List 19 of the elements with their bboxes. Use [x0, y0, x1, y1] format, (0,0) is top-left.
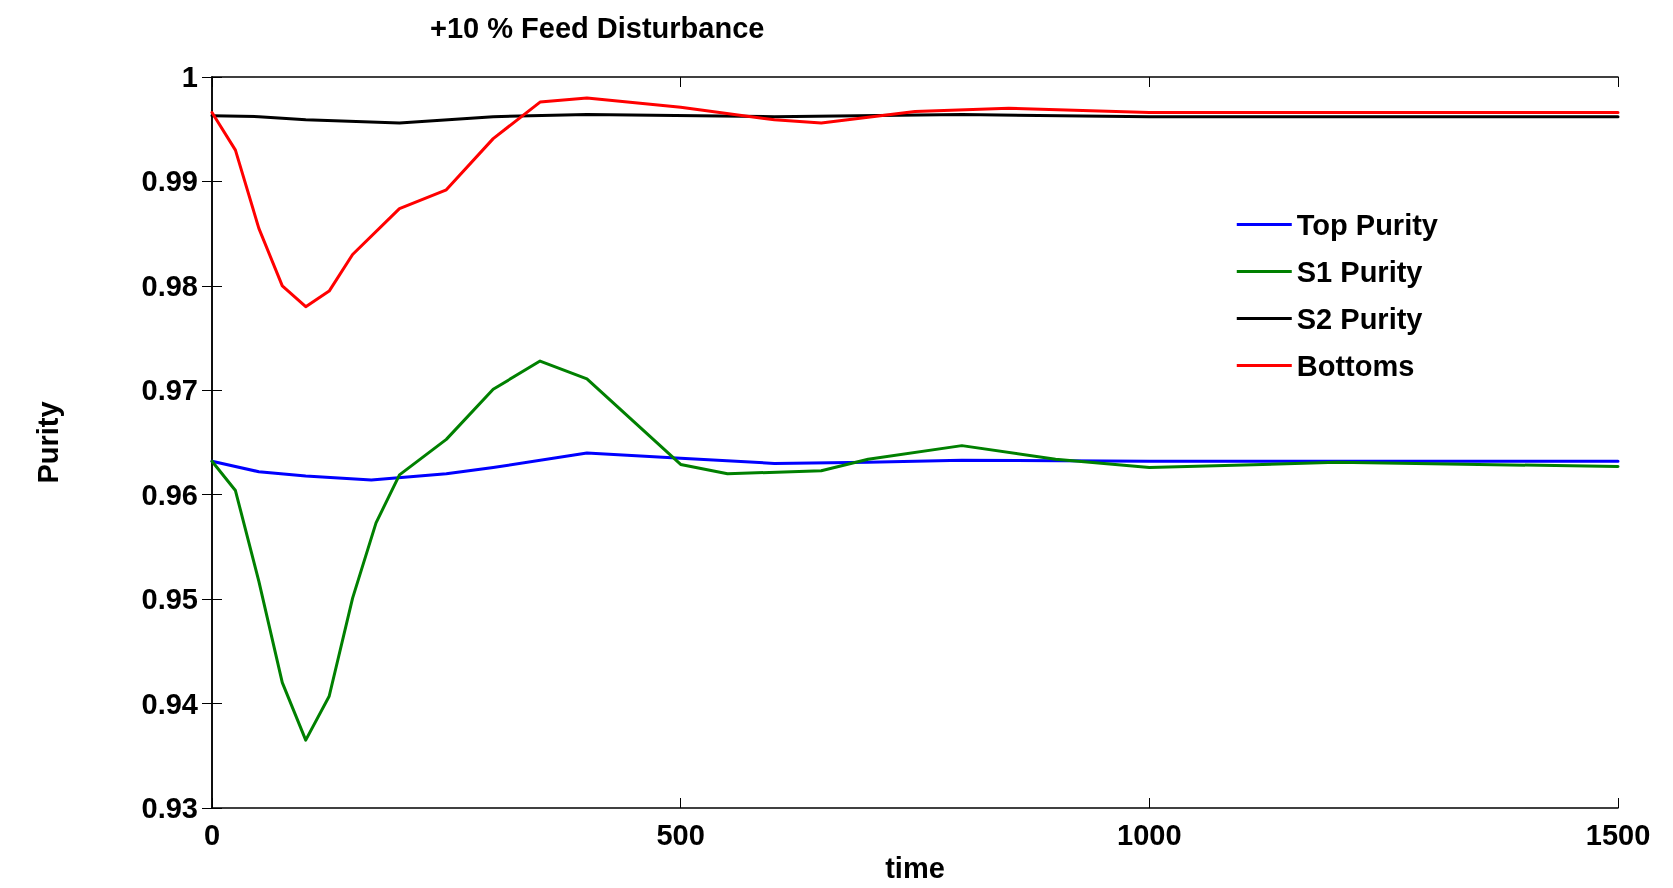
chart-title: +10 % Feed Disturbance: [430, 11, 765, 44]
y-tick-label: 0.99: [141, 165, 198, 198]
y-tick-label: 0.95: [141, 583, 198, 616]
y-tick-label: 0.97: [141, 374, 198, 407]
y-tick-label: 0.94: [141, 687, 198, 720]
y-tick-label: 0.96: [141, 478, 198, 511]
legend-label: Bottoms: [1296, 349, 1415, 382]
legend-label: S2 Purity: [1296, 302, 1423, 335]
x-tick-label: 500: [656, 818, 705, 851]
legend-label: S1 Purity: [1296, 255, 1423, 288]
y-tick-label: 1: [181, 61, 198, 93]
x-tick-label: 1000: [1117, 818, 1182, 851]
y-tick-label: 0.93: [141, 792, 198, 824]
y-tick-label: 0.98: [141, 269, 198, 302]
x-axis-title: time: [885, 852, 945, 885]
y-axis-title: Purity: [31, 401, 64, 484]
x-tick-label: 0: [203, 818, 221, 851]
legend-label: Top Purity: [1296, 208, 1438, 241]
x-tick-label: 1500: [1585, 818, 1651, 851]
